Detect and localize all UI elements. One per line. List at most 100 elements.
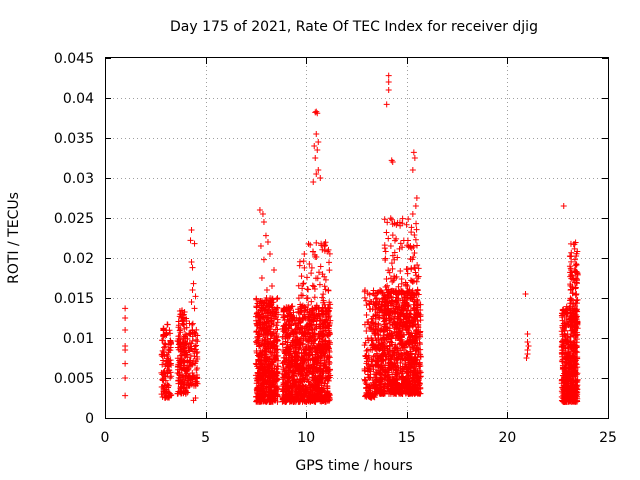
- data-point: [263, 324, 270, 331]
- data-point: [183, 315, 190, 322]
- data-point: [122, 327, 129, 333]
- data-point: [269, 359, 276, 366]
- data-point: [167, 374, 174, 381]
- data-point: [269, 375, 276, 382]
- data-point: [315, 139, 322, 145]
- data-point: [263, 378, 270, 385]
- data-point: [180, 390, 187, 397]
- data-point: [363, 302, 370, 309]
- data-point: [259, 373, 266, 380]
- data-point: [313, 131, 320, 137]
- data-point: [260, 219, 267, 225]
- data-point: [383, 275, 390, 282]
- x-tick-label: 15: [398, 430, 416, 446]
- data-point: [304, 274, 311, 281]
- data-point: [159, 347, 166, 354]
- data-point: [325, 246, 332, 253]
- data-point: [177, 364, 184, 371]
- data-point: [305, 378, 312, 385]
- data-point: [184, 366, 191, 373]
- data-point: [273, 384, 280, 391]
- data-point: [363, 297, 370, 304]
- data-point: [271, 378, 278, 385]
- data-point: [122, 305, 129, 312]
- data-point: [159, 337, 166, 344]
- data-point: [164, 382, 171, 389]
- data-point: [383, 101, 390, 108]
- data-point: [261, 389, 268, 396]
- data-point: [191, 305, 198, 312]
- data-point: [179, 318, 186, 325]
- data-point: [262, 370, 269, 377]
- data-point: [189, 321, 196, 328]
- data-point: [263, 341, 270, 348]
- data-point: [306, 352, 313, 359]
- data-point: [412, 203, 419, 209]
- data-point: [256, 342, 263, 349]
- data-point: [266, 251, 273, 257]
- data-point: [184, 336, 191, 343]
- data-point: [266, 356, 273, 363]
- data-point: [274, 369, 281, 376]
- data-point: [281, 317, 288, 324]
- data-point: [189, 370, 196, 376]
- data-point: [165, 393, 172, 400]
- data-point: [258, 376, 265, 383]
- data-point: [257, 369, 264, 376]
- data-point: [413, 226, 420, 233]
- data-point: [271, 329, 278, 336]
- data-point: [273, 369, 280, 376]
- data-point: [182, 367, 189, 374]
- data-point: [258, 302, 265, 309]
- data-point: [268, 353, 275, 360]
- data-point: [262, 232, 269, 239]
- data-point: [274, 376, 281, 383]
- data-point: [166, 367, 173, 374]
- data-point: [180, 339, 187, 346]
- data-point: [159, 383, 166, 390]
- data-point: [317, 175, 324, 181]
- data-point: [253, 361, 260, 368]
- data-point: [264, 363, 271, 370]
- data-point: [326, 396, 333, 403]
- data-point: [255, 380, 262, 387]
- data-point: [269, 348, 276, 355]
- chart-title: Day 175 of 2021, Rate Of TEC Index for r…: [170, 19, 538, 35]
- data-point: [193, 366, 200, 373]
- data-point: [159, 393, 166, 400]
- data-point: [260, 328, 267, 335]
- data-point: [257, 316, 264, 323]
- x-tick-label: 20: [498, 430, 516, 446]
- data-point: [194, 374, 201, 381]
- data-point: [189, 337, 196, 344]
- data-point: [271, 267, 278, 273]
- data-point: [524, 351, 531, 357]
- data-point: [253, 398, 260, 405]
- data-point: [166, 360, 173, 367]
- data-point: [164, 321, 171, 328]
- data-point: [160, 375, 167, 382]
- data-point: [273, 308, 280, 315]
- data-point: [167, 339, 174, 346]
- data-point: [186, 382, 193, 389]
- data-point: [269, 391, 276, 398]
- data-point: [522, 291, 529, 297]
- data-point: [181, 342, 188, 349]
- data-point: [573, 297, 580, 304]
- data-point: [177, 329, 184, 336]
- data-point: [525, 343, 532, 349]
- data-point: [188, 259, 195, 265]
- data-point: [385, 235, 392, 242]
- data-point: [182, 352, 189, 359]
- data-point: [265, 393, 272, 400]
- data-point: [312, 155, 319, 161]
- data-point: [162, 341, 169, 348]
- data-point: [413, 278, 420, 285]
- data-point: [389, 265, 396, 272]
- data-point: [257, 391, 264, 398]
- data-point: [270, 320, 277, 327]
- data-point: [272, 347, 279, 354]
- data-point: [389, 278, 396, 285]
- data-point: [404, 237, 411, 244]
